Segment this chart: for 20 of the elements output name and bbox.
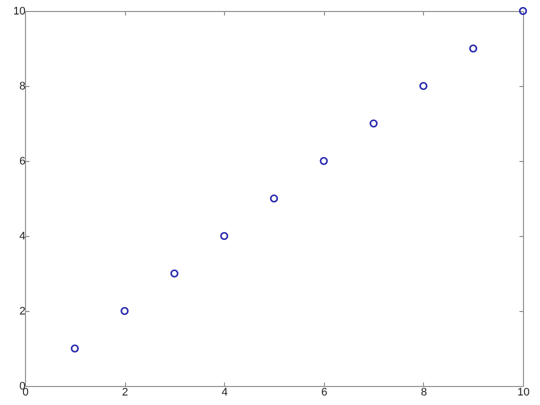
- point: [120, 306, 129, 316]
- y-tick-label: 10: [13, 6, 26, 18]
- point: [469, 44, 478, 53]
- y-tick-label: 6: [19, 156, 26, 168]
- point: [419, 82, 428, 90]
- y-tick-label: 2: [19, 306, 26, 318]
- point: [220, 232, 228, 240]
- y-tick-label: 8: [19, 80, 26, 92]
- point: [170, 269, 178, 278]
- x-tick-label: 10: [517, 386, 530, 398]
- point: [320, 156, 328, 166]
- point: [370, 119, 378, 128]
- point: [70, 344, 79, 353]
- x-tick-label: 8: [420, 386, 427, 398]
- x-tick-label: 2: [122, 386, 128, 398]
- y-tick-label: 4: [19, 230, 26, 242]
- x-tick-label: 4: [222, 386, 228, 398]
- x-tick-label: 6: [321, 386, 328, 398]
- point: [270, 194, 278, 203]
- point: [518, 6, 528, 16]
